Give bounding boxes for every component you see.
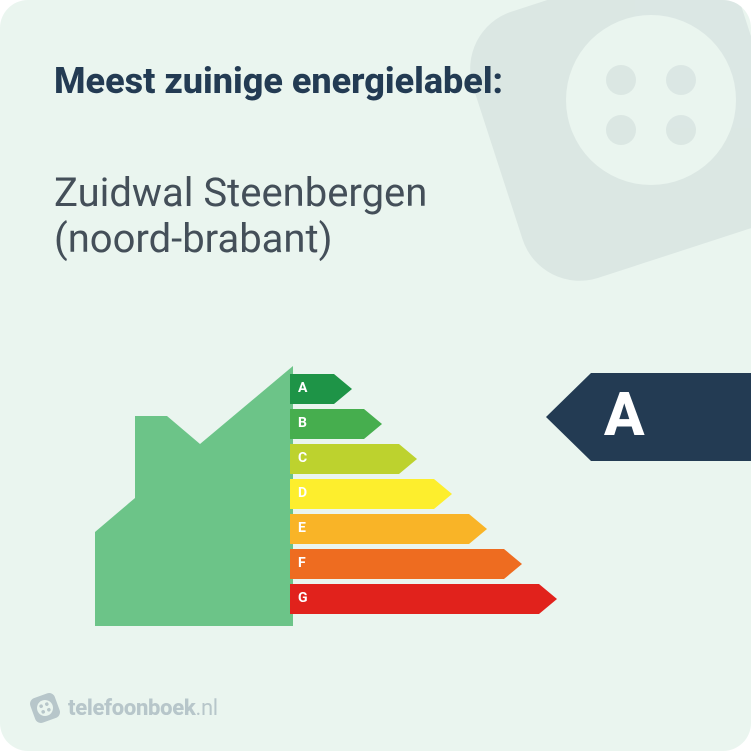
footer-brand: telefoonboek.nl bbox=[68, 696, 218, 721]
energy-bar-shape bbox=[290, 584, 557, 614]
energy-bar-shape bbox=[290, 479, 452, 509]
watermark-icon bbox=[451, 0, 751, 300]
house-icon bbox=[95, 366, 295, 626]
location-line2: (noord-brabant) bbox=[54, 215, 333, 262]
energy-bar-label: G bbox=[298, 590, 308, 606]
rating-badge: A bbox=[546, 373, 751, 461]
badge-arrow-shape bbox=[546, 373, 751, 461]
footer-brand-tld: .nl bbox=[195, 696, 217, 721]
location-name: Zuidwal Steenbergen (noord-brabant) bbox=[54, 170, 427, 262]
energy-bar-shape bbox=[290, 549, 522, 579]
energy-bar-label: B bbox=[298, 415, 307, 431]
energy-bar-shape bbox=[290, 444, 417, 474]
energy-bar-label: A bbox=[298, 380, 307, 396]
footer-brand-bold: telefoonboek bbox=[68, 696, 195, 721]
energy-label-card: Meest zuinige energielabel: Zuidwal Stee… bbox=[0, 0, 751, 751]
energy-bar-label: C bbox=[298, 450, 307, 466]
site-logo-icon bbox=[26, 689, 64, 727]
site-footer: telefoonboek.nl bbox=[30, 693, 218, 723]
rating-letter: A bbox=[604, 379, 645, 450]
energy-bar-label: D bbox=[298, 485, 307, 501]
location-line1: Zuidwal Steenbergen bbox=[54, 169, 427, 216]
energy-bar-shape bbox=[290, 514, 487, 544]
energy-bar-label: F bbox=[298, 555, 306, 571]
page-title: Meest zuinige energielabel: bbox=[54, 60, 503, 102]
energy-bar-label: E bbox=[298, 520, 306, 536]
